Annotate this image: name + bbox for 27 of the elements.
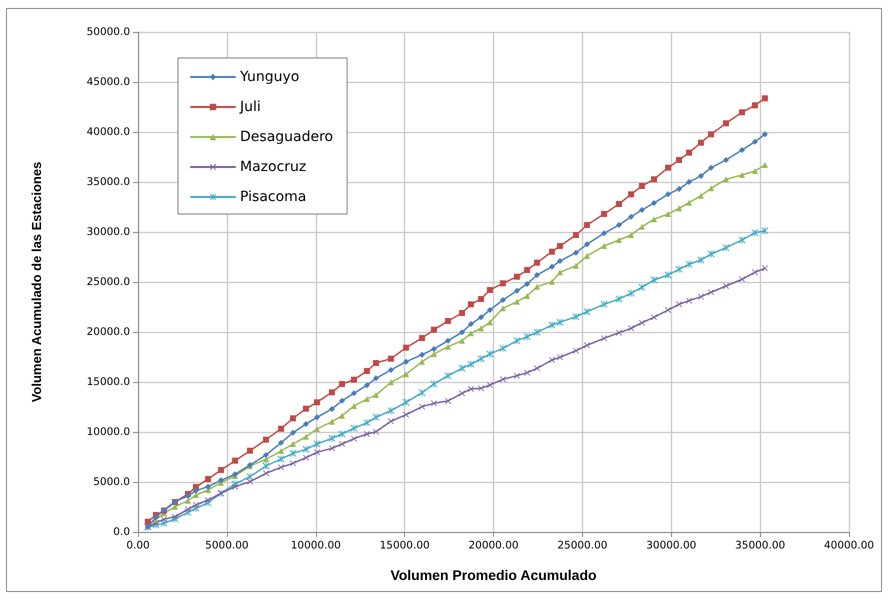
y-tick-label: 0.0 [113, 526, 130, 538]
y-tick-label: 25000.0 [86, 276, 130, 288]
y-tick-label: 50000.0 [86, 26, 130, 38]
x-tick-label: 35000.00 [735, 540, 786, 552]
y-axis-title: Volumen Acumulado de las Estaciones [29, 162, 44, 402]
legend-label: Mazocruz [240, 159, 306, 175]
y-tick-label: 20000.0 [86, 326, 130, 338]
x-tick-label: 10000.00 [290, 540, 341, 552]
x-tick-label: 30000.00 [646, 540, 696, 552]
x-tick-label: 15000.00 [380, 540, 430, 552]
x-tick-label: 5000.00 [205, 540, 249, 552]
x-tick-label: 40000.00 [824, 540, 874, 552]
x-tick-label: 20000.00 [468, 540, 519, 552]
x-axis-title: Volumen Promedio Acumulado [390, 567, 597, 583]
y-tick-label: 35000.0 [86, 176, 130, 188]
y-tick-label: 5000.0 [93, 476, 130, 488]
x-tick-label: 0.00 [126, 540, 150, 552]
legend-label: Juli [239, 99, 261, 115]
y-tick-label: 45000.0 [86, 76, 130, 88]
x-tick-label: 25000.00 [557, 540, 608, 552]
y-tick-label: 10000.0 [86, 426, 130, 438]
legend-label: Desaguadero [240, 129, 334, 145]
legend-label: Yunguyo [239, 69, 300, 85]
y-tick-label: 40000.0 [86, 126, 130, 138]
y-tick-label: 15000.0 [86, 376, 130, 388]
legend-label: Pisacoma [240, 189, 306, 205]
y-tick-label: 30000.0 [86, 226, 130, 238]
